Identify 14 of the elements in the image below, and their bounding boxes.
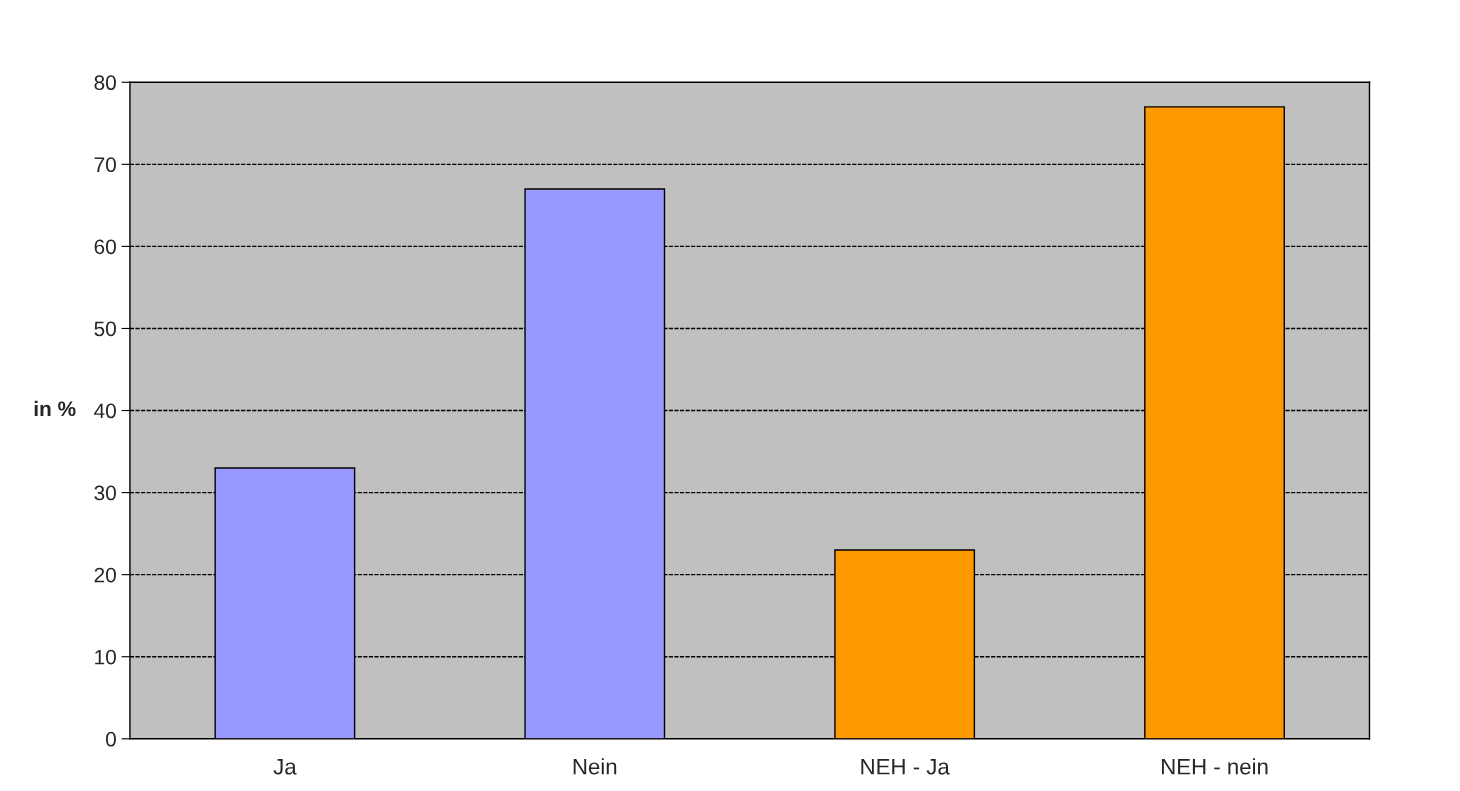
y-tick-label: 60 (94, 239, 116, 255)
x-tick-label: Ja (273, 759, 297, 775)
x-tick-label: NEH - Ja (861, 759, 950, 775)
x-tick-label: Nein (573, 758, 617, 775)
y-tick-label: 80 (94, 75, 116, 91)
x-tick-label: NEH - nein (1162, 758, 1268, 775)
y-axis-title: in % (34, 400, 76, 417)
y-tick-label: 40 (94, 403, 116, 419)
y-tick-label: 50 (94, 321, 116, 337)
y-tick-label: 70 (94, 157, 116, 173)
y-tick-label: 10 (95, 649, 116, 665)
y-tick-label: 0 (105, 731, 116, 747)
y-tick-label: 30 (94, 485, 116, 501)
y-tick-label: 20 (94, 567, 116, 583)
